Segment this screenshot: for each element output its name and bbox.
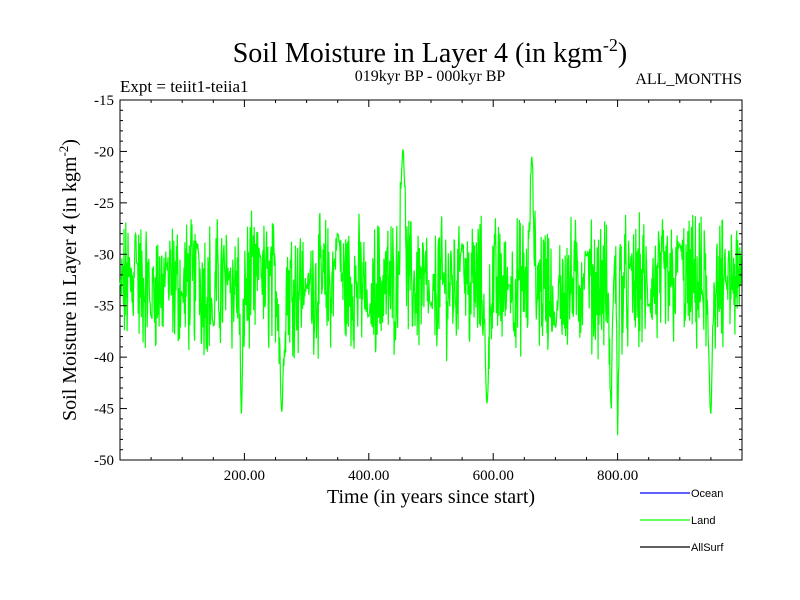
x-axis-ticks: 200.00 400.00 600.00 800.00	[150, 100, 712, 484]
legend-label-ocean: Ocean	[691, 488, 723, 500]
y-axis-ticks: -15 -20 -25 -30 -35 -40 -45 -50	[94, 93, 742, 469]
y-tick-label: -40	[94, 350, 114, 366]
x-tick-label: 200.00	[224, 468, 265, 484]
y-tick-label: -35	[94, 299, 114, 315]
y-tick-label: -25	[94, 196, 114, 212]
chart-title: Soil Moisture in Layer 4 (in kgm-2)	[233, 35, 628, 69]
legend: Ocean Land AllSurf	[640, 488, 724, 554]
y-tick-label: -30	[94, 247, 114, 263]
series-group	[119, 149, 743, 436]
x-axis-label: Time (in years since start)	[327, 486, 535, 508]
chart-subtitle: 019kyr BP - 000kyr BP	[355, 68, 506, 85]
y-tick-label: -45	[94, 402, 114, 418]
y-axis-label: Soil Moisture in Layer 4 (in kgm-2)	[56, 139, 81, 421]
legend-label-allsurf: AllSurf	[691, 542, 724, 554]
expt-label: Expt = teiit1-teiia1	[120, 77, 249, 96]
y-tick-label: -15	[94, 93, 114, 109]
x-tick-label: 600.00	[473, 468, 514, 484]
series-line-land	[119, 149, 743, 436]
y-tick-label: -20	[94, 144, 114, 160]
y-tick-label: -50	[94, 453, 114, 469]
months-label: ALL_MONTHS	[635, 71, 742, 88]
plot-frame	[119, 99, 743, 461]
x-tick-label: 800.00	[597, 468, 638, 484]
legend-label-land: Land	[691, 515, 715, 527]
x-tick-label: 400.00	[348, 468, 389, 484]
